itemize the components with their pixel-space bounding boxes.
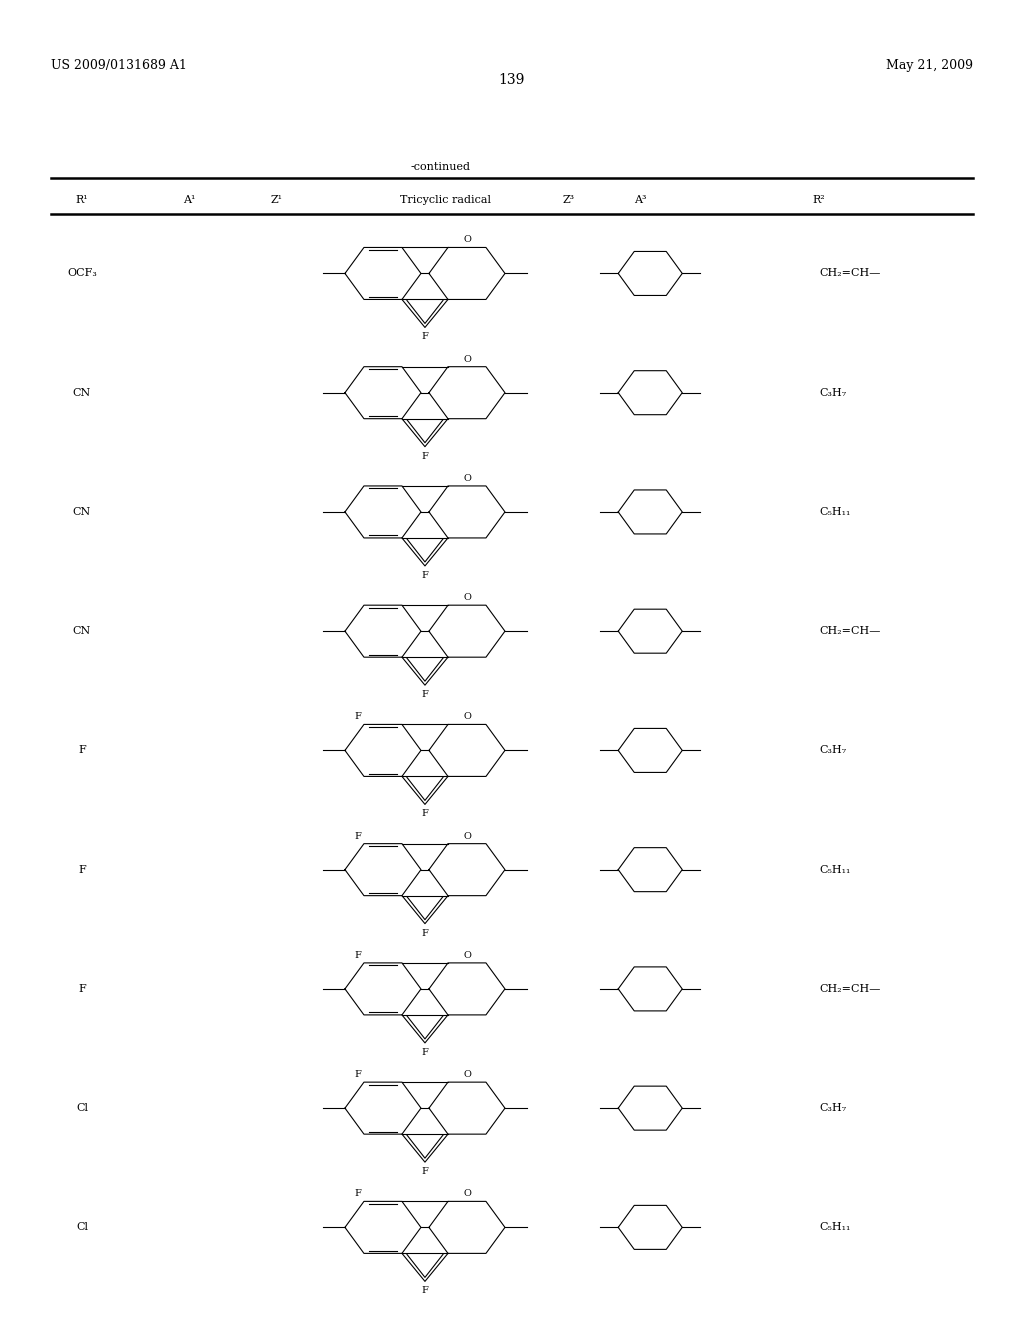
Text: Z¹: Z¹ xyxy=(270,195,283,206)
Text: CH₂=CH—: CH₂=CH— xyxy=(819,626,881,636)
Text: O: O xyxy=(463,1071,471,1080)
Text: F: F xyxy=(422,1287,428,1295)
Text: C₃H₇: C₃H₇ xyxy=(819,1104,847,1113)
Text: F: F xyxy=(422,451,428,461)
Text: C₅H₁₁: C₅H₁₁ xyxy=(819,865,851,875)
Text: C₅H₁₁: C₅H₁₁ xyxy=(819,507,851,517)
Text: O: O xyxy=(463,355,471,364)
Text: Z³: Z³ xyxy=(562,195,574,206)
Text: CN: CN xyxy=(73,507,91,517)
Text: F: F xyxy=(422,1167,428,1176)
Text: Tricyclic radical: Tricyclic radical xyxy=(400,195,490,206)
Text: O: O xyxy=(463,1189,471,1199)
Text: C₅H₁₁: C₅H₁₁ xyxy=(819,1222,851,1233)
Text: F: F xyxy=(422,929,428,937)
Text: F: F xyxy=(422,690,428,700)
Text: R¹: R¹ xyxy=(76,195,88,206)
Text: F: F xyxy=(422,572,428,579)
Text: OCF₃: OCF₃ xyxy=(67,268,97,279)
Text: O: O xyxy=(463,950,471,960)
Text: -continued: -continued xyxy=(411,161,470,172)
Text: A³: A³ xyxy=(634,195,646,206)
Text: F: F xyxy=(354,832,360,841)
Text: F: F xyxy=(78,983,86,994)
Text: F: F xyxy=(422,333,428,342)
Text: 139: 139 xyxy=(499,73,525,87)
Text: F: F xyxy=(422,1048,428,1057)
Text: May 21, 2009: May 21, 2009 xyxy=(886,59,973,73)
Text: F: F xyxy=(78,865,86,875)
Text: F: F xyxy=(354,713,360,722)
Text: CH₂=CH—: CH₂=CH— xyxy=(819,268,881,279)
Text: O: O xyxy=(463,713,471,722)
Text: R²: R² xyxy=(813,195,825,206)
Text: CH₂=CH—: CH₂=CH— xyxy=(819,983,881,994)
Text: O: O xyxy=(463,474,471,483)
Text: C₃H₇: C₃H₇ xyxy=(819,388,847,397)
Text: Cl: Cl xyxy=(76,1222,88,1233)
Text: A¹: A¹ xyxy=(183,195,196,206)
Text: C₃H₇: C₃H₇ xyxy=(819,746,847,755)
Text: F: F xyxy=(354,1189,360,1199)
Text: Cl: Cl xyxy=(76,1104,88,1113)
Text: O: O xyxy=(463,235,471,244)
Text: F: F xyxy=(354,1071,360,1080)
Text: US 2009/0131689 A1: US 2009/0131689 A1 xyxy=(51,59,187,73)
Text: CN: CN xyxy=(73,388,91,397)
Text: O: O xyxy=(463,593,471,602)
Text: F: F xyxy=(422,809,428,818)
Text: CN: CN xyxy=(73,626,91,636)
Text: F: F xyxy=(354,950,360,960)
Text: F: F xyxy=(78,746,86,755)
Text: O: O xyxy=(463,832,471,841)
